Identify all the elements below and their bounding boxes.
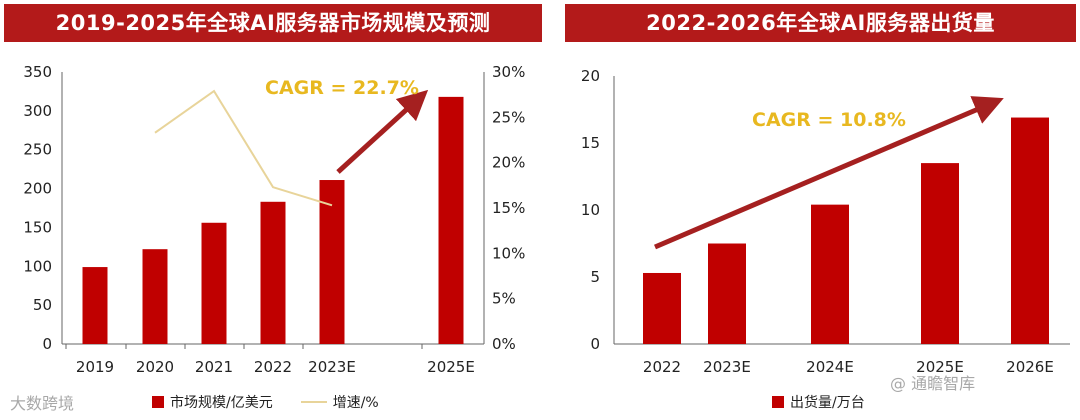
x-tick-label: 2025E: [916, 358, 964, 376]
y-tick-label: 350: [23, 63, 52, 81]
legend-label-growth: 增速/%: [332, 395, 379, 411]
watermark-left: 大数跨境: [10, 394, 75, 413]
legend-swatch-line: [300, 401, 327, 403]
watermark-right: @ 通瞻智库: [890, 374, 976, 393]
legend-item-shipments: 出货量/万台: [772, 392, 865, 412]
x-tick-label: 2021: [195, 358, 233, 376]
left-chart-panel: 2019-2025年全球AI服务器市场规模及预测 0 50 100 150 200 250…: [4, 4, 542, 413]
bar: [921, 163, 959, 344]
right-chart-legend: 出货量/万台: [772, 392, 893, 412]
y2-tick-label: 10%: [492, 244, 525, 262]
y-tick-label: 50: [33, 296, 52, 314]
cagr-trend-arrow: [654, 96, 1004, 250]
y2-tick-label: 20%: [492, 154, 525, 172]
bar: [82, 267, 108, 344]
bar: [201, 222, 227, 344]
cagr-annotation: CAGR = 10.8%: [752, 109, 906, 131]
x-tick-label: 2023E: [308, 358, 356, 376]
growth-rate-line: [154, 89, 333, 207]
y-tick-label: 20: [581, 67, 600, 85]
bar: [438, 96, 464, 345]
right-chart-panel: 2022-2026年全球AI服务器出货量 0 5 10 15 20 2022 2023E 20…: [560, 0, 1080, 420]
y2-tick-label: 30%: [492, 63, 525, 81]
legend-item-growth: 增速/%: [300, 392, 379, 412]
y-tick-label: 0: [590, 335, 600, 353]
legend-label-market-size: 市场规模/亿美元: [170, 395, 273, 411]
y2-tick-label: 5%: [492, 290, 516, 308]
bar: [319, 180, 345, 344]
y-tick-label: 100: [23, 257, 52, 275]
x-tick-label: 2022: [254, 358, 292, 376]
bar: [643, 272, 681, 344]
x-tick-label: 2022: [643, 358, 681, 376]
left-chart-svg: 0 50 100 150 200 250 300 350 0% 5% 10% 15% 20% 25% 30%…: [23, 63, 525, 376]
left-chart-title: 2019-2025年全球AI服务器市场规模及预测: [4, 4, 542, 42]
y-tick-label: 300: [23, 102, 52, 120]
y-tick-label: 0: [42, 335, 52, 353]
bar: [811, 204, 849, 344]
bar: [1011, 117, 1049, 344]
legend-swatch-bar: [772, 396, 784, 408]
x-tick-label: 2024E: [806, 358, 854, 376]
bar: [708, 243, 746, 344]
y2-tick-label: 25%: [492, 108, 525, 126]
bar: [260, 201, 286, 344]
y2-tick-label: 15%: [492, 199, 525, 217]
y-tick-label: 250: [23, 141, 52, 159]
cagr-annotation: CAGR = 22.7%: [265, 77, 419, 99]
right-chart-title: 2022-2026年全球AI服务器出货量: [565, 4, 1076, 42]
x-tick-label: 2023E: [703, 358, 751, 376]
right-chart-svg: 0 5 10 15 20 2022 2023E 2024E 2025E 2026E CAGR = 1…: [581, 67, 1070, 376]
y-tick-label: 5: [590, 268, 600, 286]
y2-tick-label: 0%: [492, 335, 516, 353]
x-tick-label: 2020: [136, 358, 174, 376]
x-tick-label: 2025E: [427, 358, 475, 376]
bar: [142, 249, 168, 344]
legend-label-shipments: 出货量/万台: [790, 395, 865, 411]
y-tick-label: 15: [581, 134, 600, 152]
y-tick-label: 150: [23, 218, 52, 236]
y-tick-label: 200: [23, 180, 52, 198]
legend-swatch-bar: [152, 396, 164, 408]
y-tick-label: 10: [581, 201, 600, 219]
x-tick-label: 2019: [76, 358, 114, 376]
cagr-trend-arrow: [336, 89, 429, 174]
left-chart-legend: 市场规模/亿美元 增速/%: [152, 392, 407, 412]
legend-item-market-size: 市场规模/亿美元: [152, 392, 273, 412]
x-tick-label: 2026E: [1006, 358, 1054, 376]
